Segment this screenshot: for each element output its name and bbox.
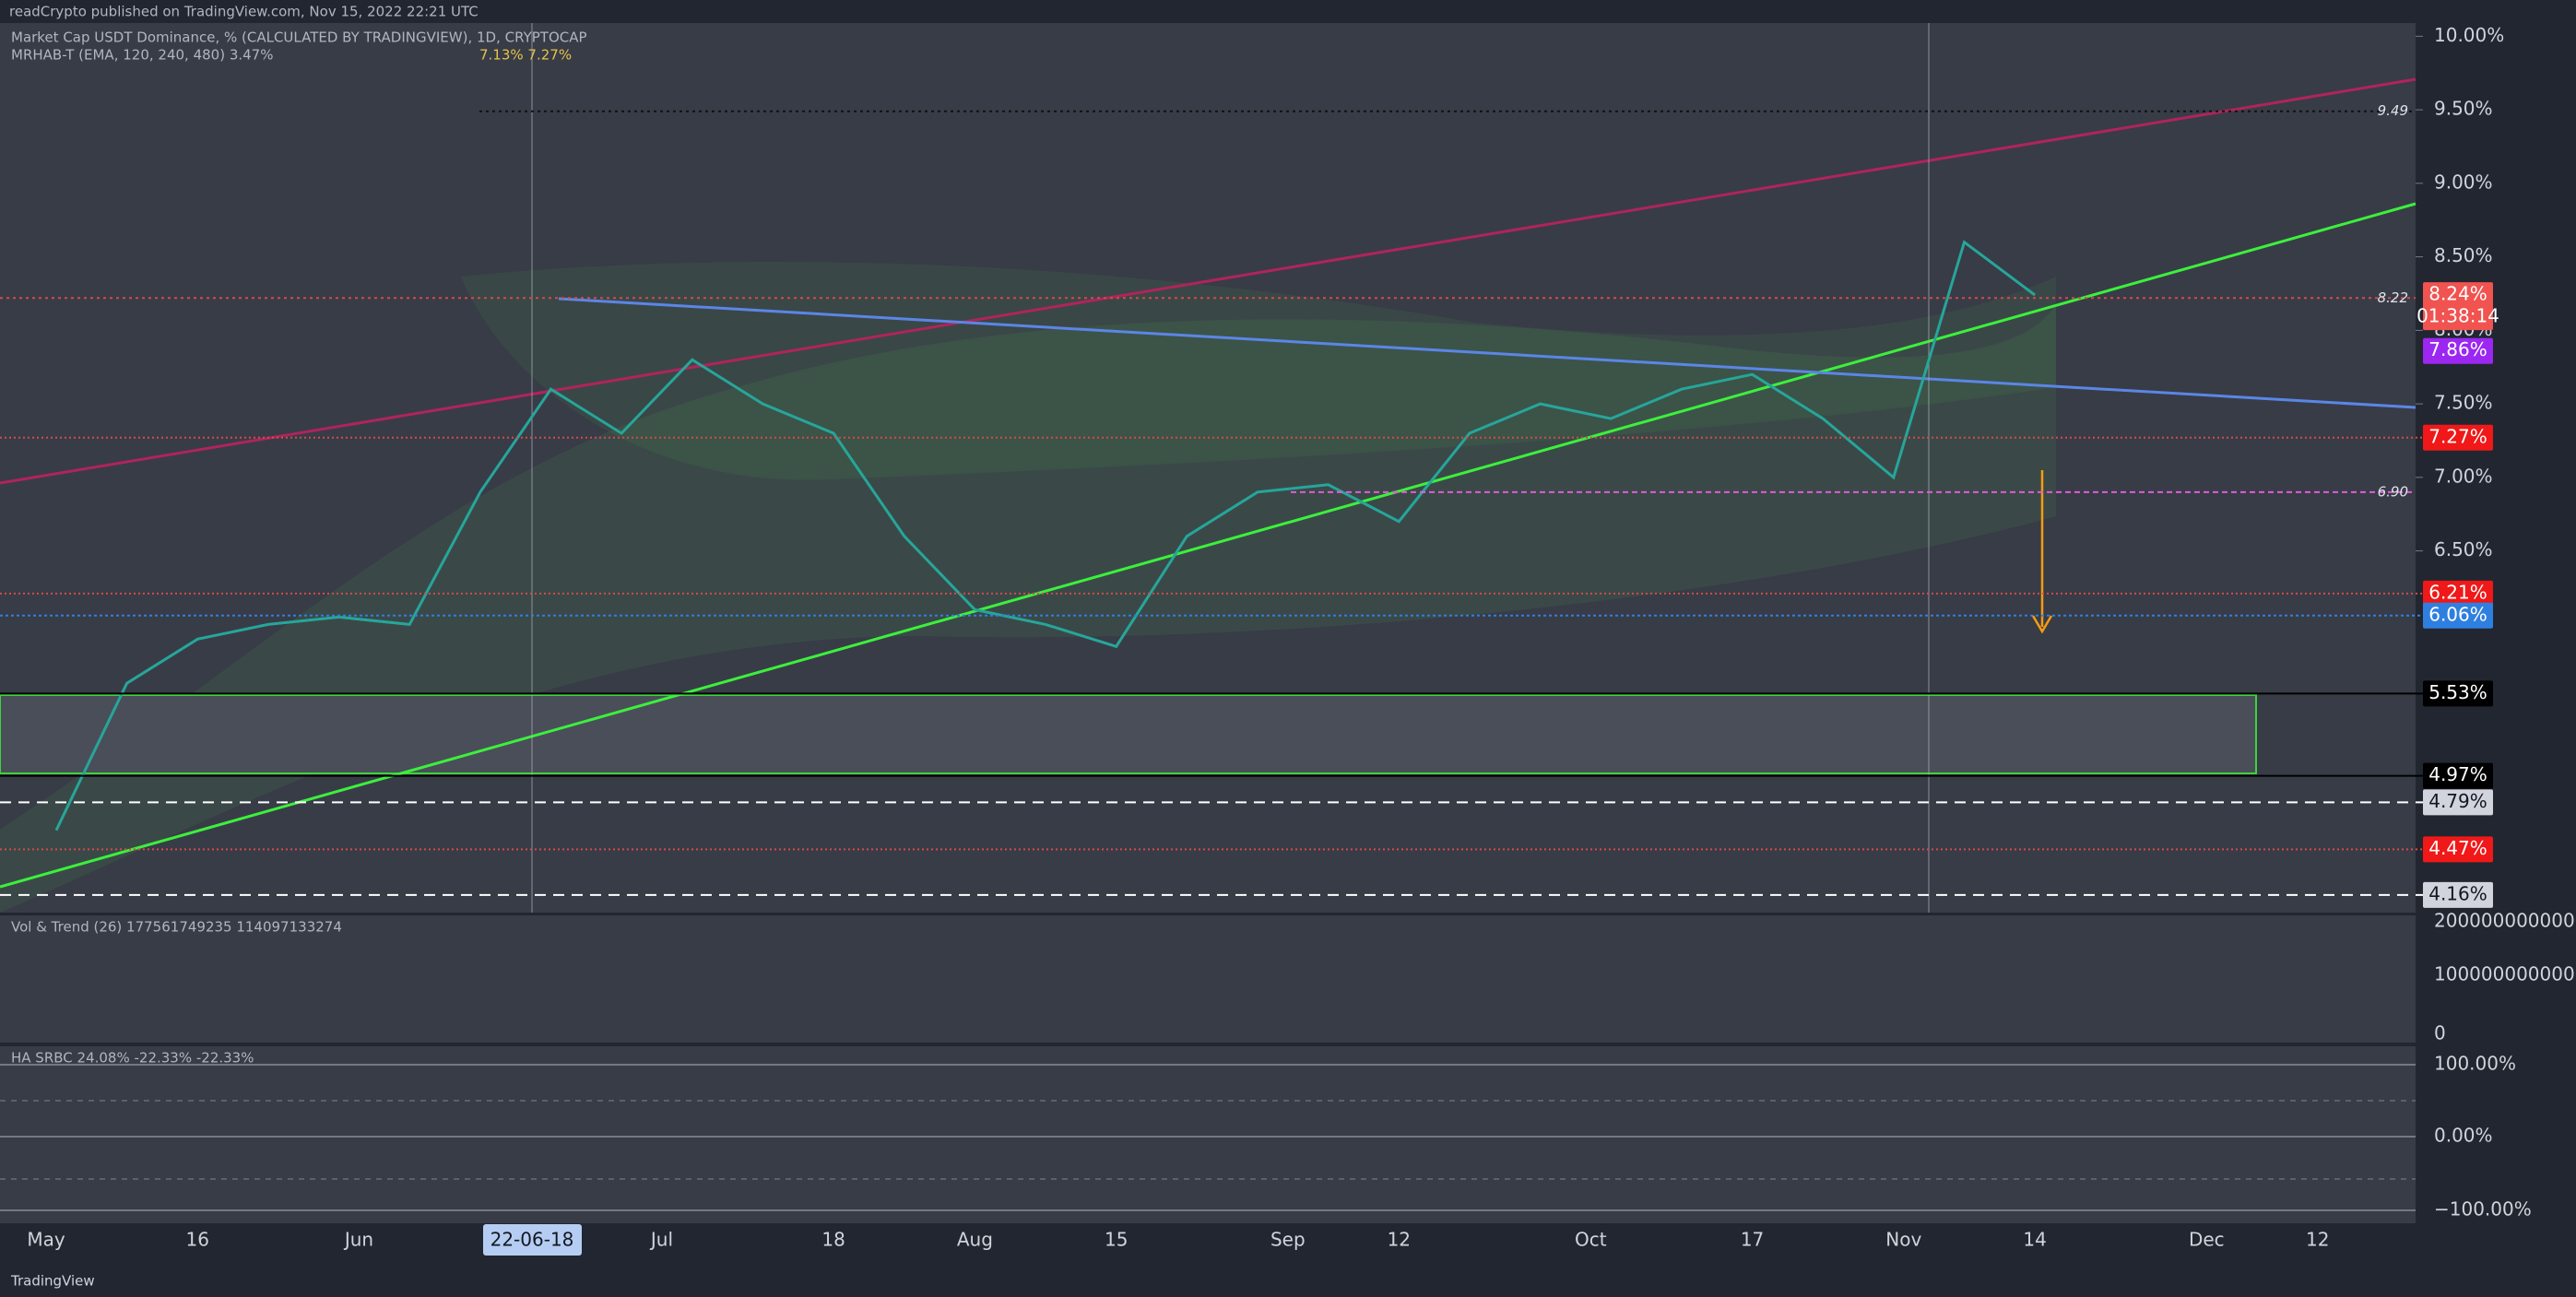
header: readCrypto published on TradingView.com,… [9,4,479,20]
oscillator-tick-label: −100.00% [2434,1198,2532,1220]
price-badge [2423,680,2493,707]
price-badge-label: 4.79% [2428,790,2487,812]
legend-indicator: MRHAB-T (EMA, 120, 240, 480) 3.47% [11,47,273,64]
y-tick-label: 6.50% [2434,538,2493,560]
price-badge-label: 4.97% [2428,763,2487,785]
price-line [54,240,2036,831]
legend-main: Market Cap USDT Dominance, % (CALCULATED… [11,29,587,46]
x-tick-label: Aug [957,1229,993,1251]
y-tick-label: 9.00% [2434,171,2493,193]
footer: TradingView [10,1273,95,1290]
x-tick-label: Sep [1270,1229,1306,1251]
oscillator-legend: HA SRBC 24.08% -22.33% -22.33% [11,1050,254,1067]
volume-legend: Vol & Trend (26) 177561749235 1140971332… [11,919,342,936]
price-badge-label: 4.47% [2428,837,2487,859]
price-badge-label: 4.16% [2428,882,2487,904]
trend-line [558,297,2416,409]
level-label: 8.22 [2378,289,2408,306]
x-tick-label: 16 [186,1229,209,1251]
price-badge [2423,762,2493,789]
x-tick-label: Nov [1885,1229,1921,1251]
volume-tick-label: 2000000000000 [2434,910,2576,932]
y-tick-label: 10.00% [2434,24,2504,46]
price-badge-label: 7.86% [2428,338,2487,360]
volume-tick-label: 0 [2434,1022,2446,1044]
legend-indicator-values: 7.13% 7.27% [479,47,572,64]
x-tick-label: 17 [1741,1229,1764,1251]
price-badge [2423,580,2493,607]
x-tick-label: Dec [2189,1229,2225,1251]
price-badge-label: 6.06% [2428,603,2487,625]
oscillator-tick-label: 100.00% [2434,1053,2516,1075]
price-badge [2423,836,2493,863]
price-badge [2423,282,2493,331]
x-tick-label: 18 [821,1229,845,1251]
support-zone [0,694,2257,774]
x-tick-label: 15 [1105,1229,1128,1251]
price-badge [2423,337,2493,364]
volume-pane [0,915,2416,1043]
arrow [2031,470,2053,634]
x-tick-label: Jul [649,1229,673,1251]
x-tick-label: Oct [1575,1229,1607,1251]
price-badge [2423,789,2493,816]
price-badge [2423,424,2493,451]
trend-line [0,202,2416,889]
volume-tick-label: 1000000000000 [2434,963,2576,985]
oscillator-tick-label: 0.00% [2434,1125,2493,1147]
price-badge-label: 5.53% [2428,681,2487,703]
trend-line [0,77,2416,485]
x-tick-label: Jun [343,1229,373,1251]
price-badge [2423,602,2493,629]
x-tick-label: 12 [1388,1229,1411,1251]
level-label: 9.49 [2378,102,2408,119]
price-badge-label: 8.24% [2428,283,2487,305]
level-label: 6.90 [2378,483,2408,500]
price-badge-label: 6.21% [2428,581,2487,603]
y-tick-label: 7.50% [2434,392,2493,414]
countdown: 01:38:14 [2416,305,2499,327]
cursor-badge [483,1224,582,1256]
cloud [0,304,2056,913]
x-tick-label: 12 [2306,1229,2329,1251]
y-tick-label: 9.50% [2434,98,2493,120]
y-tick-label: 8.50% [2434,244,2493,266]
price-badge [2423,881,2493,908]
oscillator-pane [0,1046,2416,1223]
price-badge-label: 7.27% [2428,425,2487,447]
x-tick-label: 14 [2023,1229,2046,1251]
cursor-label: 22-06-18 [490,1229,574,1251]
y-tick-label: 7.00% [2434,465,2493,487]
x-tick-label: May [27,1229,65,1251]
